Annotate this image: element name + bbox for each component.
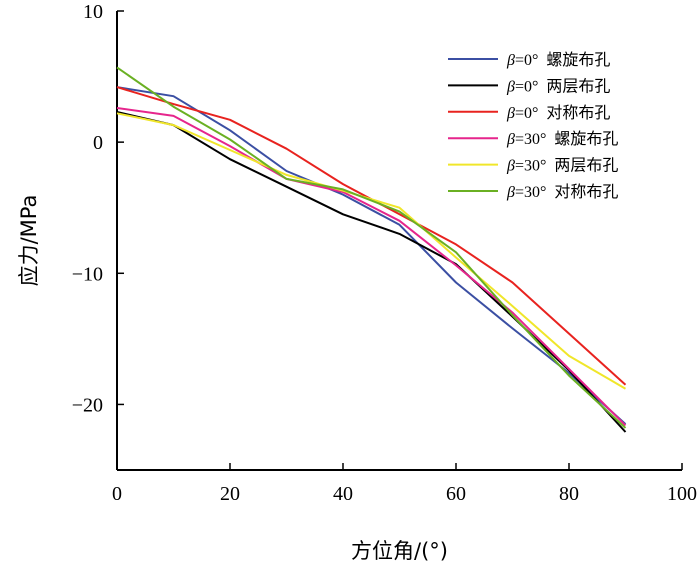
- series-line-5: [116, 112, 627, 390]
- x-tick-label: 80: [559, 483, 579, 505]
- series-line-4: [116, 107, 627, 427]
- legend-series-name: 螺旋布孔: [546, 50, 610, 69]
- legend-item: β=30° 对称布孔: [448, 182, 618, 201]
- y-axis-title: 应力/MPa: [17, 195, 41, 287]
- series-line-2: [116, 111, 627, 433]
- legend-item: β=0° 两层布孔: [448, 76, 610, 95]
- legend-symbol: β: [506, 78, 515, 95]
- legend-value: =0°: [515, 105, 538, 122]
- legend-item: β=30° 螺旋布孔: [448, 129, 618, 148]
- legend-label: β=30° 对称布孔: [506, 182, 618, 201]
- legend-label: β=0° 两层布孔: [506, 76, 610, 95]
- legend-value: =0°: [515, 52, 538, 69]
- series-line-1: [116, 86, 627, 425]
- legend-symbol: β: [506, 52, 515, 69]
- x-tick-label: 20: [220, 483, 240, 505]
- series-line-6: [116, 66, 627, 429]
- y-tick-label: 10: [83, 1, 103, 23]
- legend-value: =30°: [515, 184, 546, 201]
- y-tick-label: 0: [93, 132, 103, 154]
- legend-value: =30°: [515, 158, 546, 175]
- x-tick-label: 100: [667, 483, 697, 505]
- y-tick-label: −10: [72, 263, 103, 285]
- legend-symbol: β: [506, 105, 515, 122]
- legend-item: β=30° 两层布孔: [448, 156, 618, 175]
- x-tick-label: 60: [446, 483, 466, 505]
- legend-symbol: β: [506, 131, 515, 148]
- legend-item: β=0° 螺旋布孔: [448, 50, 610, 69]
- legend-value: =30°: [515, 131, 546, 148]
- legend-label: β=0° 螺旋布孔: [506, 50, 610, 69]
- legend-symbol: β: [506, 184, 515, 201]
- x-axis-title: 方位角/(°): [351, 539, 448, 563]
- x-tick-label: 0: [112, 483, 122, 505]
- legend-label: β=30° 两层布孔: [506, 156, 618, 175]
- y-tick-label: −20: [72, 394, 103, 416]
- x-tick-label: 40: [333, 483, 353, 505]
- legend-label: β=0° 对称布孔: [506, 103, 610, 122]
- legend-label: β=30° 螺旋布孔: [506, 129, 618, 148]
- legend-value: =0°: [515, 78, 538, 95]
- series-line-3: [116, 86, 627, 386]
- legend-series-name: 对称布孔: [554, 182, 618, 201]
- legend-series-name: 两层布孔: [554, 156, 618, 175]
- legend-series-name: 两层布孔: [546, 76, 610, 95]
- series-lines: [116, 66, 627, 433]
- legend-symbol: β: [506, 158, 515, 175]
- legend-series-name: 对称布孔: [546, 103, 610, 122]
- legend-series-name: 螺旋布孔: [554, 129, 618, 148]
- legend-item: β=0° 对称布孔: [448, 103, 610, 122]
